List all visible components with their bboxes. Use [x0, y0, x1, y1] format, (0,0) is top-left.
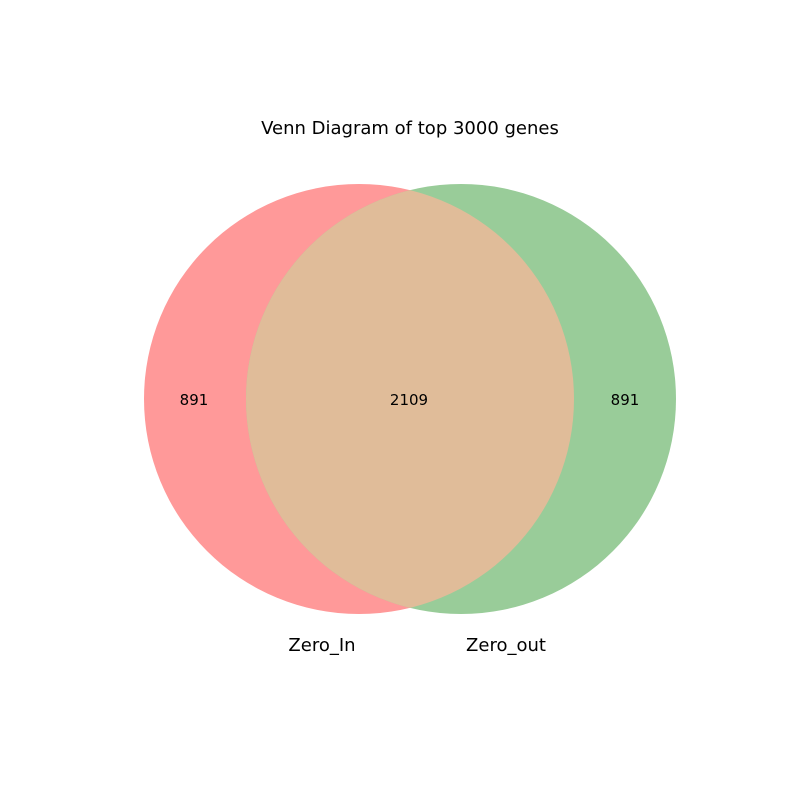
- count-zero-out-only: 891: [611, 391, 640, 409]
- set-label-zero-out: Zero_out: [466, 635, 546, 656]
- count-zero-in-only: 891: [180, 391, 209, 409]
- count-intersection: 2109: [390, 391, 428, 409]
- diagram-title: Venn Diagram of top 3000 genes: [261, 118, 559, 139]
- set-label-zero-in: Zero_In: [288, 635, 355, 656]
